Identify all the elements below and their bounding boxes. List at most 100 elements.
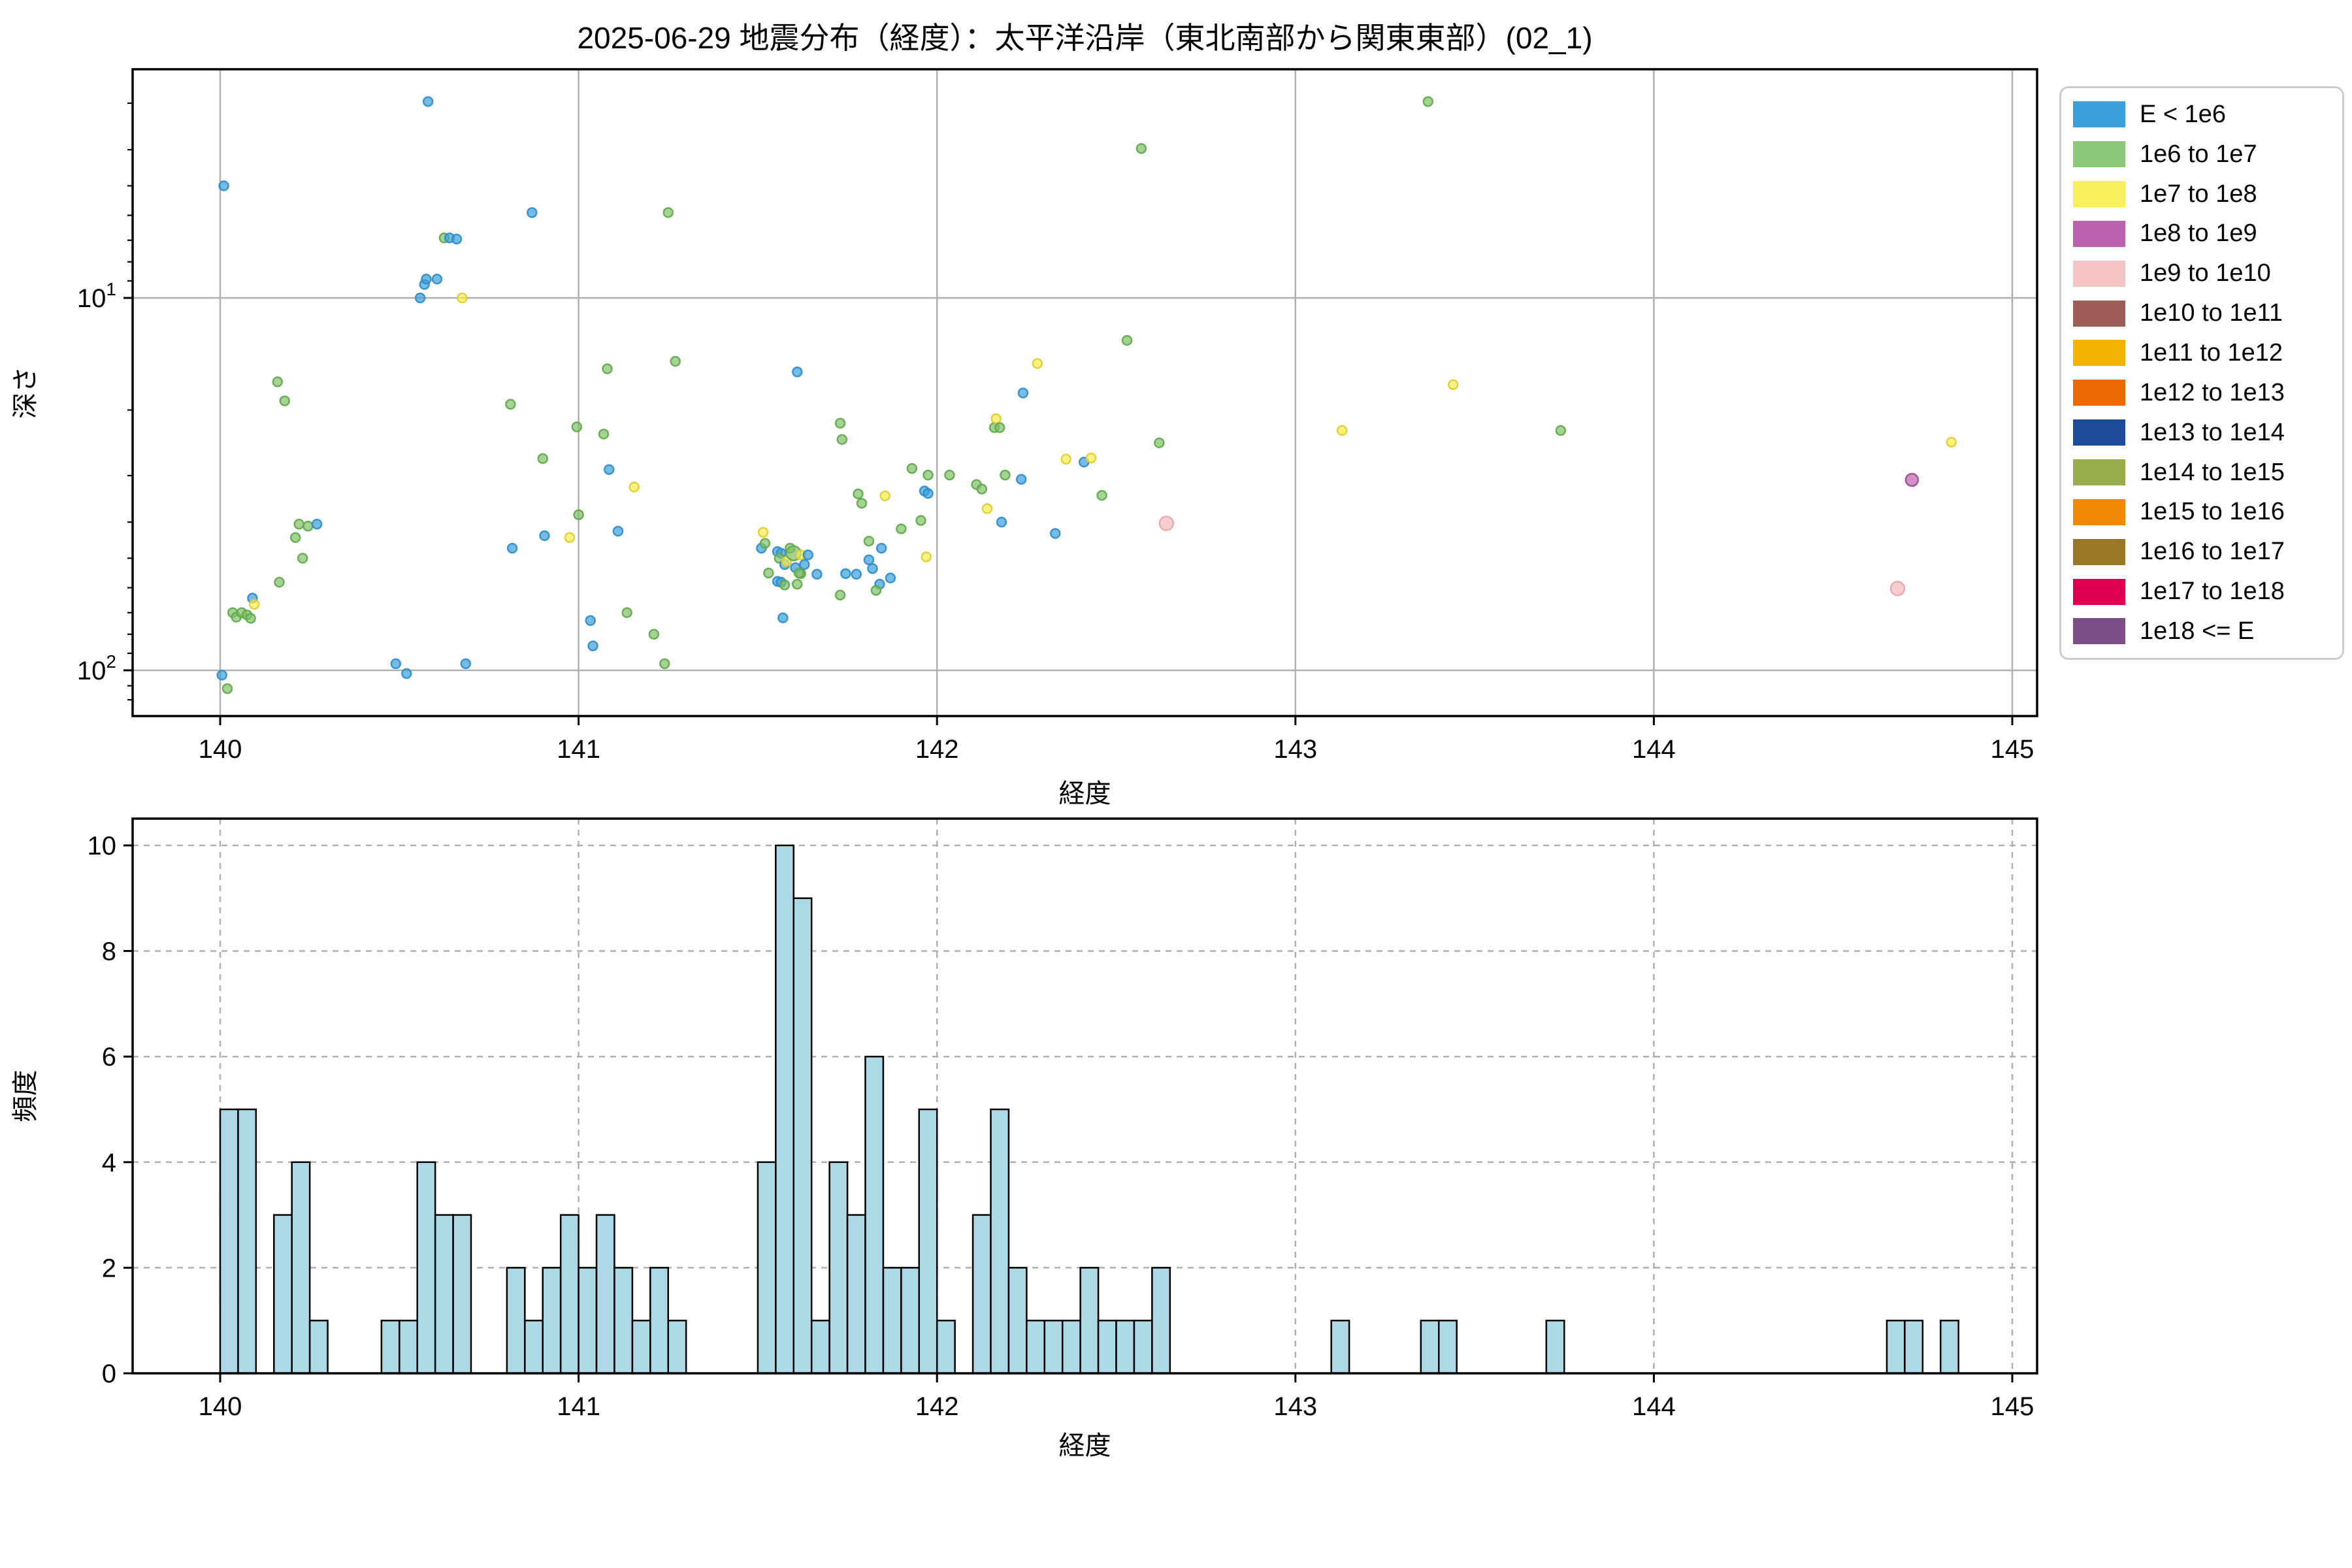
scatter-point — [573, 509, 584, 521]
scatter-point — [1904, 472, 1919, 487]
scatter-point — [1555, 425, 1567, 436]
scatter-point — [875, 542, 887, 554]
legend-label: E < 1e6 — [2140, 100, 2227, 128]
scatter-point — [1135, 143, 1147, 154]
tick-label-x-top: 143 — [1273, 735, 1317, 764]
hist-bar — [792, 897, 813, 1375]
scatter-point — [1447, 379, 1459, 391]
scatter-point — [414, 292, 426, 304]
scatter-point — [457, 292, 468, 304]
scatter-point — [851, 568, 862, 580]
scatter-point — [923, 469, 934, 481]
scatter-point — [460, 658, 472, 670]
scatter-point — [793, 567, 805, 579]
scatter-point — [431, 273, 443, 285]
hist-bar — [1940, 1319, 1959, 1375]
legend-swatch — [2073, 380, 2125, 406]
top-ylabel: 深さ — [11, 367, 40, 419]
scatter-point — [990, 413, 1002, 425]
scatter-point — [896, 523, 907, 534]
scatter-point — [1060, 453, 1071, 465]
legend-label: 1e12 to 1e13 — [2140, 378, 2285, 406]
legend-item: 1e7 to 1e8 — [2073, 176, 2330, 212]
hist-bar — [1420, 1319, 1440, 1375]
scatter-point — [1085, 452, 1097, 464]
scatter-point — [1096, 489, 1107, 501]
scatter-point — [1946, 436, 1957, 448]
scatter-point — [1154, 437, 1165, 449]
hist-bar — [810, 1319, 830, 1375]
scatter-point — [906, 463, 918, 474]
hist-bar — [1007, 1267, 1028, 1375]
legend-item: 1e14 to 1e15 — [2073, 454, 2330, 491]
tick-label-y-top: 101 — [77, 279, 116, 313]
legend-item: 1e17 to 1e18 — [2073, 574, 2330, 610]
hist-bar — [631, 1319, 651, 1375]
scatter-point — [1000, 469, 1011, 481]
legend-label: 1e17 to 1e18 — [2140, 578, 2285, 606]
legend-label: 1e11 to 1e12 — [2140, 338, 2283, 367]
legend-swatch — [2073, 459, 2125, 486]
legend-swatch — [2073, 101, 2125, 128]
scatter-point — [629, 482, 640, 493]
scatter-point — [587, 640, 598, 651]
legend-item: 1e15 to 1e16 — [2073, 494, 2330, 531]
scatter-point — [1015, 474, 1027, 485]
tick-label-y-bottom: 4 — [102, 1149, 116, 1177]
hist-bar — [559, 1214, 580, 1375]
hist-bar — [1545, 1319, 1565, 1375]
hist-bar — [918, 1108, 938, 1375]
tick-label-x-top: 141 — [557, 735, 600, 764]
legend-item: 1e11 to 1e12 — [2073, 335, 2330, 371]
scatter-point — [981, 503, 993, 514]
bottom-plot-frame — [131, 817, 2038, 1375]
scatter-point — [401, 668, 412, 679]
legend-label: 1e15 to 1e16 — [2140, 498, 2285, 526]
hist-bar — [775, 844, 795, 1375]
scatter-point — [863, 554, 875, 566]
legend-item: 1e16 to 1e17 — [2073, 534, 2330, 570]
scatter-point — [302, 521, 314, 532]
legend-item: 1e10 to 1e11 — [2073, 295, 2330, 332]
tick-label-x-bottom: 143 — [1273, 1392, 1317, 1421]
scatter-point — [603, 464, 615, 475]
hist-bar — [1133, 1319, 1153, 1375]
scatter-point — [791, 578, 803, 590]
hist-bar — [864, 1055, 885, 1375]
scatter-point — [759, 538, 771, 549]
legend-label: 1e6 to 1e7 — [2140, 140, 2257, 168]
scatter-point — [779, 580, 791, 591]
scatter-point — [1032, 358, 1043, 369]
legend-item: 1e6 to 1e7 — [2073, 136, 2330, 172]
legend-item: 1e9 to 1e10 — [2073, 255, 2330, 292]
hist-bar — [1330, 1319, 1350, 1375]
scatter-point — [763, 567, 774, 579]
legend-swatch — [2073, 220, 2125, 247]
tick-label-x-top: 145 — [1991, 735, 2034, 764]
scatter-point — [670, 355, 681, 367]
scatter-point — [856, 498, 868, 509]
scatter-point — [1017, 387, 1029, 399]
scatter-point — [311, 518, 323, 530]
tick-label-y-top: 102 — [77, 651, 116, 685]
legend-swatch — [2073, 260, 2125, 287]
hist-bar — [291, 1161, 311, 1375]
figure-title: 2025-06-29 地震分布（経度）：太平洋沿岸（東北南部から関東東部）(02… — [577, 21, 1593, 55]
hist-bar — [882, 1267, 902, 1375]
legend-swatch — [2073, 498, 2125, 525]
scatter-point — [421, 273, 432, 285]
scatter-point — [612, 525, 624, 537]
scatter-point — [853, 488, 864, 500]
hist-bar — [219, 1108, 239, 1375]
hist-bar — [936, 1319, 956, 1375]
scatter-point — [885, 572, 896, 583]
scatter-point — [1422, 96, 1434, 107]
scatter-point — [272, 376, 284, 387]
hist-bar — [757, 1161, 777, 1375]
hist-bar — [434, 1214, 454, 1375]
scatter-point — [976, 483, 988, 495]
scatter-point — [1121, 335, 1133, 346]
scatter-point — [944, 469, 955, 481]
scatter-point — [539, 530, 550, 542]
